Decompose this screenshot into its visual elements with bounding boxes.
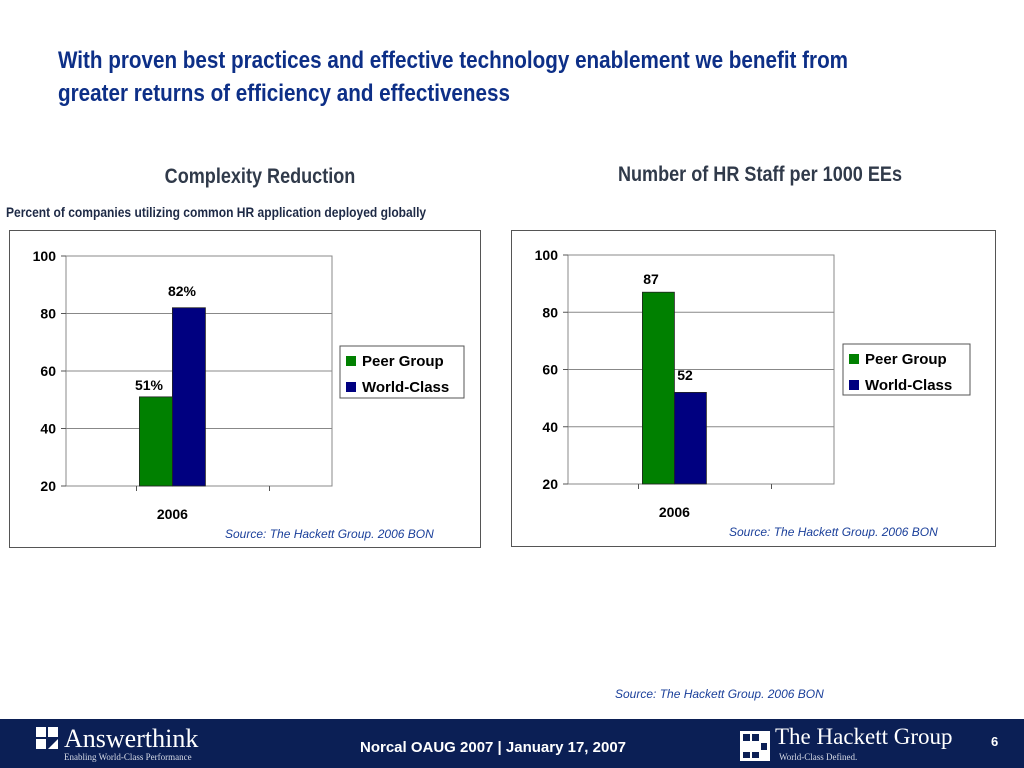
slide-title: With proven best practices and effective…: [58, 47, 849, 107]
bar-world-class: [673, 391, 707, 485]
legend-swatch: [849, 354, 859, 364]
bar-world-class: [171, 307, 206, 487]
legend-box: [842, 343, 971, 396]
y-tick-label: 60: [542, 362, 558, 378]
legend-swatch: [346, 356, 356, 366]
hackett-logo-name: The Hackett Group: [775, 724, 953, 749]
legend-swatch: [346, 382, 356, 392]
legend-swatch: [849, 380, 859, 390]
x-category-label: 2006: [157, 506, 188, 522]
y-tick-label: 100: [535, 247, 559, 263]
page-number: 6: [991, 734, 999, 749]
y-tick-label: 100: [33, 248, 57, 264]
data-label: 52: [677, 367, 693, 383]
answerthink-logo-tagline: Enabling World-Class Performance: [64, 752, 192, 762]
y-tick-label: 60: [40, 363, 56, 379]
y-tick-label: 80: [542, 304, 558, 320]
data-label: 82%: [168, 283, 197, 299]
answerthink-logo-name: Answerthink: [64, 724, 199, 753]
chart-svg-complexity: 100 80 60 40 20 51% 82% 2006 Peer Group World-Cla…: [33, 248, 465, 522]
footer-bar: [0, 719, 1024, 768]
y-tick-label: 20: [40, 478, 56, 494]
chart-svg-hr-staff: 100 80 60 40 20 87 52 2006 Peer Group World-Class: [535, 247, 971, 520]
y-tick-label: 80: [40, 306, 56, 322]
bar-peer-group: [138, 396, 173, 487]
legend: Peer Group World-Class: [842, 343, 971, 396]
answerthink-logo-icon: [36, 727, 58, 749]
data-label: 87: [643, 271, 659, 287]
slide-source-note: Source: The Hackett Group. 2006 BON: [615, 687, 824, 701]
hackett-logo-icon: [740, 731, 770, 761]
legend-label: World-Class: [362, 379, 449, 396]
chart-source-hr-staff: Source: The Hackett Group. 2006 BON: [729, 525, 938, 539]
y-tick-label: 40: [40, 421, 56, 437]
hackett-logo-tagline: World-Class Defined.: [779, 752, 858, 762]
chart-complexity-reduction: 100 80 60 40 20 51% 82% 2006 Peer Group World-Cla…: [9, 230, 481, 548]
x-category-label: 2006: [659, 504, 690, 520]
chart-subtitle-complexity: Percent of companies utilizing common HR…: [6, 204, 427, 220]
legend-label: Peer Group: [865, 351, 947, 368]
data-label: 51%: [135, 377, 164, 393]
chart-hr-staff: 100 80 60 40 20 87 52 2006 Peer Group World-Class…: [511, 230, 996, 547]
chart-title-complexity: Complexity Reduction: [164, 165, 356, 188]
y-tick-label: 20: [542, 476, 558, 492]
legend-label: World-Class: [865, 377, 952, 394]
legend-label: Peer Group: [362, 353, 444, 370]
chart-source-complexity: Source: The Hackett Group. 2006 BON: [225, 527, 434, 541]
footer-event-date: Norcal OAUG 2007 | January 17, 2007: [360, 739, 627, 756]
y-tick-label: 40: [542, 419, 558, 435]
chart-title-hr-staff: Number of HR Staff per 1000 EEs: [617, 163, 903, 186]
legend-box: [339, 345, 465, 399]
legend: Peer Group World-Class: [339, 345, 465, 399]
bar-peer-group: [641, 291, 675, 485]
